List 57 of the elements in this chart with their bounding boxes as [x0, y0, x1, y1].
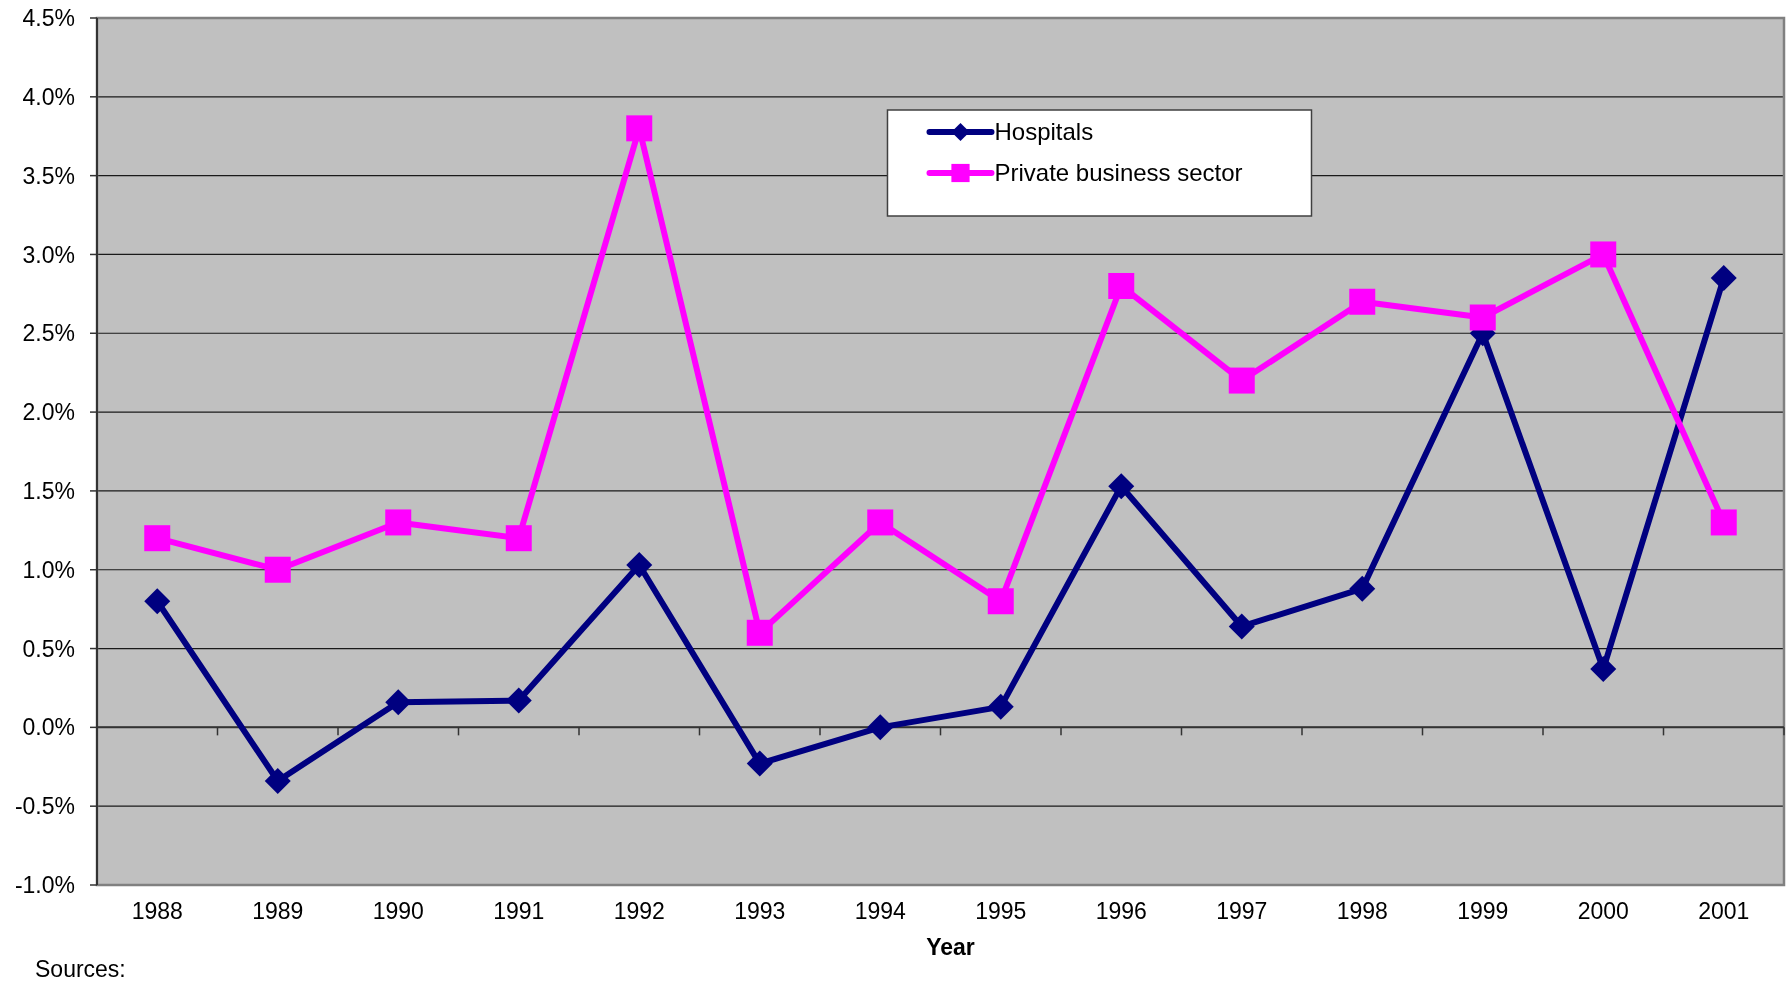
x-tick-label: 1999 — [1457, 898, 1509, 925]
source-note: Sources: — [35, 956, 126, 982]
y-tick-label: -0.5% — [14, 793, 75, 820]
x-tick-label: 1991 — [493, 898, 545, 925]
point — [505, 687, 532, 714]
y-tick-label: 0.0% — [22, 714, 75, 741]
x-tick-label: 1990 — [372, 898, 424, 925]
x-tick-label: 1998 — [1336, 898, 1388, 925]
point — [264, 767, 291, 794]
x-axis-title: Year — [926, 934, 975, 961]
y-tick-label: 3.0% — [22, 241, 75, 268]
y-tick-label: 4.0% — [22, 83, 75, 110]
point — [1349, 575, 1376, 602]
x-tick-label: 2000 — [1577, 898, 1629, 925]
x-tick-label: 1988 — [131, 898, 183, 925]
x-tick-label: 1995 — [975, 898, 1027, 925]
point — [1108, 473, 1135, 500]
x-tick-label: 1993 — [734, 898, 786, 925]
point — [867, 509, 894, 536]
x-tick-label: 1996 — [1095, 898, 1147, 925]
point — [1710, 509, 1737, 536]
point — [1710, 265, 1737, 292]
point — [1108, 272, 1135, 299]
x-tick-label: 1989 — [252, 898, 304, 925]
point — [1469, 304, 1496, 331]
point — [1228, 613, 1255, 640]
point — [505, 525, 532, 552]
y-tick-label: 3.5% — [22, 162, 75, 189]
point — [385, 509, 412, 536]
legend-label: Hospitals — [994, 118, 1094, 146]
point — [987, 588, 1014, 615]
y-tick-label: -1.0% — [14, 872, 75, 899]
x-tick-label: 1992 — [613, 898, 665, 925]
point — [1590, 656, 1617, 683]
point — [746, 750, 773, 777]
point — [1590, 241, 1617, 268]
point — [1228, 367, 1255, 394]
point — [1349, 288, 1376, 315]
y-tick-label: 0.5% — [22, 635, 75, 662]
legend-label: Private business sector — [994, 159, 1243, 187]
y-tick-label: 2.0% — [22, 399, 75, 426]
point — [867, 714, 894, 741]
y-tick-label: 2.5% — [22, 320, 75, 347]
x-tick-label: 1997 — [1216, 898, 1268, 925]
point — [626, 552, 653, 578]
point — [746, 619, 773, 646]
x-tick-label: 2001 — [1698, 898, 1750, 925]
point — [264, 556, 291, 583]
point — [385, 689, 412, 716]
point — [144, 588, 171, 615]
x-tick-label: 1994 — [854, 898, 907, 925]
y-tick-label: 1.0% — [22, 556, 75, 583]
y-tick-label: 1.5% — [22, 477, 75, 504]
point — [626, 115, 653, 142]
y-tick-label: 4.5% — [22, 5, 75, 32]
point — [144, 525, 171, 552]
point — [987, 693, 1014, 720]
